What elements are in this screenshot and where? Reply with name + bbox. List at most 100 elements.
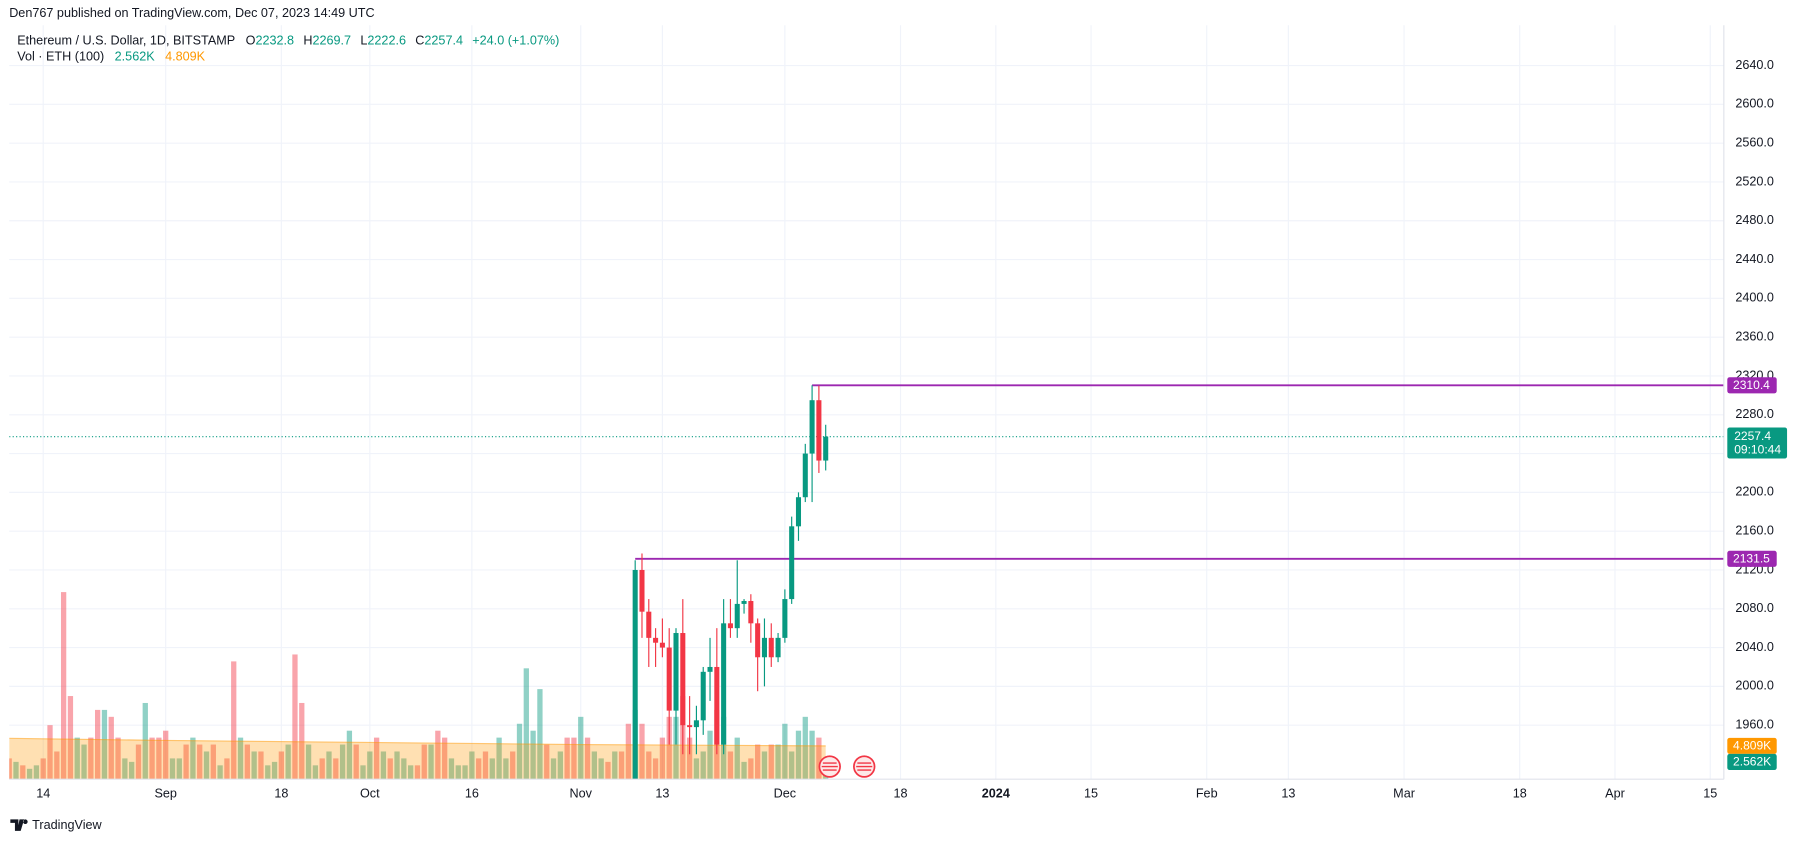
x-tick-label: 18: [274, 786, 288, 800]
x-tick-label: Sep: [154, 786, 176, 800]
volume-bar: [584, 737, 591, 780]
volume-bar: [768, 744, 774, 780]
volume-bar: [115, 737, 121, 780]
ohlc-value: 2232.8: [255, 34, 294, 48]
candle-body: [816, 400, 822, 461]
y-tick-label: 2480.0: [1735, 213, 1774, 227]
x-tick-label: 16: [465, 786, 479, 800]
candle-body: [646, 611, 652, 638]
ohlc-letter: H: [303, 34, 312, 48]
x-tick-label: Apr: [1605, 786, 1625, 800]
y-tick-label: 2160.0: [1735, 524, 1774, 538]
volume-bar: [40, 758, 46, 780]
volume-bar: [26, 768, 33, 780]
candle-body: [700, 671, 706, 721]
volume-bar: [217, 765, 223, 780]
volume-bar: [686, 737, 693, 780]
volume-bar: [122, 758, 128, 780]
volume-value: 2.562K: [115, 50, 156, 64]
x-tick-label: 2024: [982, 786, 1010, 800]
candle-body: [775, 637, 781, 658]
volume-bar: [557, 751, 563, 780]
volume-bar: [292, 654, 298, 780]
candle-body: [741, 601, 747, 604]
ma-area: [9, 738, 826, 780]
volume-bar: [108, 716, 114, 780]
candle-body: [761, 637, 767, 658]
volume-bar: [197, 744, 203, 780]
volume-bar: [482, 751, 489, 780]
volume-bar: [544, 744, 550, 780]
volume-bar: [578, 716, 584, 780]
volume-bar: [652, 758, 659, 780]
ma-badge: [1727, 737, 1777, 754]
x-tick-label: Mar: [1393, 786, 1415, 800]
candle-body: [693, 720, 699, 728]
volume-bar: [367, 751, 373, 780]
volume-bar: [693, 758, 700, 780]
volume-bar: [149, 737, 155, 780]
ohlc-value: 2269.7: [312, 34, 351, 48]
grid: [9, 25, 1724, 780]
candle-body: [782, 599, 788, 638]
y-tick-label: 2000.0: [1735, 679, 1774, 693]
candle-body: [802, 453, 808, 498]
volume-bar: [476, 758, 482, 780]
volume-bar: [496, 737, 502, 780]
volume-bar: [60, 592, 67, 780]
volume-bar: [462, 765, 468, 780]
volume-badge: [1727, 753, 1777, 771]
volume-bar: [510, 751, 516, 780]
y-tick-label: 2600.0: [1735, 97, 1774, 111]
candle-body: [768, 637, 774, 658]
candle-body: [666, 647, 672, 711]
x-tick-label: 15: [1703, 786, 1717, 800]
volume-bar: [727, 751, 734, 780]
publisher: Den767 published on TradingView.com, Dec…: [9, 6, 374, 20]
volume-bar: [339, 744, 346, 780]
x-tick-label: 18: [894, 786, 908, 800]
volume-bar: [782, 723, 788, 780]
volume-bar: [789, 751, 795, 780]
volume-bar: [190, 737, 196, 780]
brand-logo: [10, 819, 28, 831]
volume-bar: [258, 751, 264, 780]
volume-bar: [360, 765, 366, 780]
volume-bar: [142, 702, 148, 780]
ohlc-value: 2257.4: [424, 34, 463, 48]
volume-bar: [278, 751, 285, 780]
y-tick-label: 2200.0: [1735, 485, 1774, 499]
volume-bar: [394, 751, 400, 780]
y-tick-label: 2520.0: [1735, 174, 1774, 188]
volume-bar: [401, 758, 407, 780]
volume-bar: [244, 744, 250, 780]
volume-bar: [231, 661, 237, 780]
volume-bar: [353, 744, 359, 780]
volume-bar: [428, 744, 434, 780]
volume-bar: [129, 761, 135, 780]
candle-body: [659, 642, 665, 648]
volume-bar: [625, 723, 632, 780]
candle-body: [823, 436, 829, 461]
volume-bar: [169, 758, 176, 780]
y-tick-label: 2400.0: [1735, 291, 1774, 305]
volume-bar: [761, 751, 768, 780]
volume-bar: [469, 751, 475, 780]
volume-bar: [74, 737, 80, 780]
candle-body: [639, 569, 645, 612]
x-tick-label: Oct: [360, 786, 380, 800]
volume-bar: [605, 761, 611, 780]
volume-bar: [612, 751, 618, 780]
ma-badge-label: 4.809K: [1733, 739, 1771, 753]
volume-bar: [659, 737, 666, 780]
candle-body: [680, 633, 686, 726]
level-badge: [1727, 550, 1777, 567]
event-icons: [818, 755, 876, 778]
volume-badge-label: 2.562K: [1733, 755, 1771, 769]
volume-bar: [639, 723, 645, 780]
ohlc-letter: C: [415, 34, 424, 48]
volume-bar: [442, 737, 448, 780]
event-icon-stripes: [821, 762, 838, 771]
